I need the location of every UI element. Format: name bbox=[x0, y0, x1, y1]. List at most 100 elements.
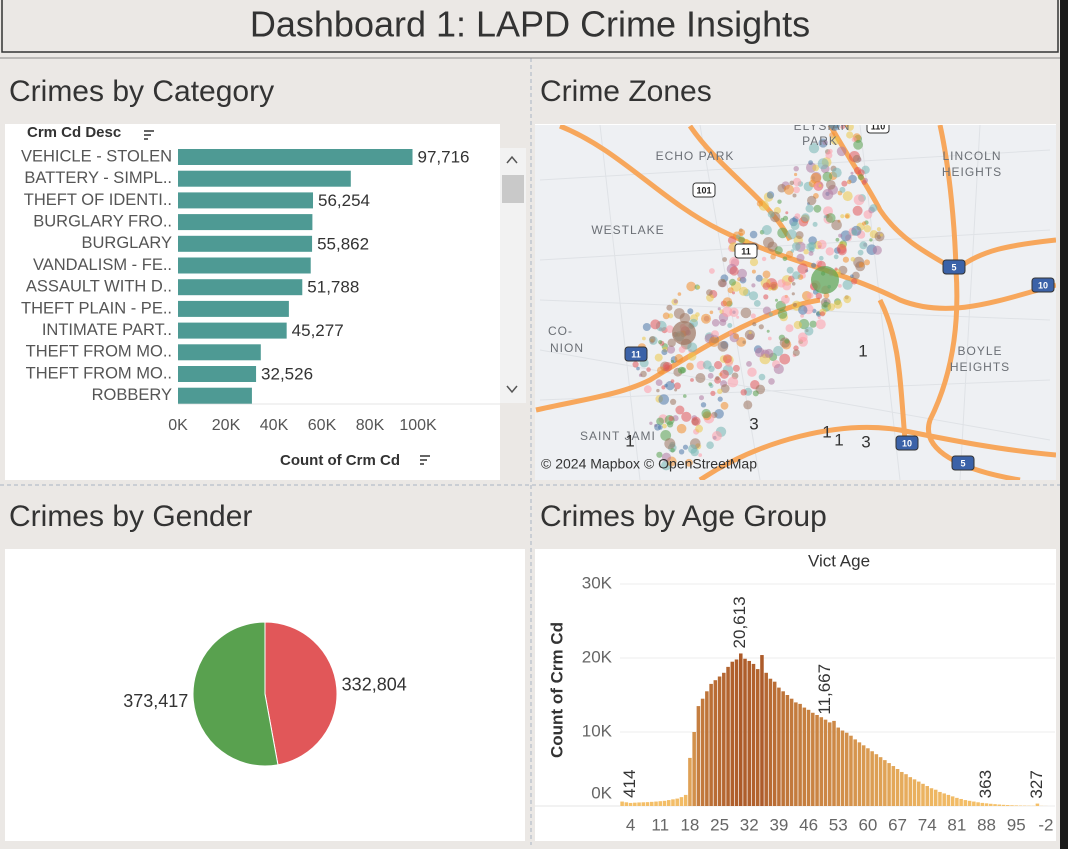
bar bbox=[849, 735, 853, 806]
map-point bbox=[728, 331, 734, 336]
bar bbox=[857, 742, 862, 806]
panel-title: Crimes by Gender bbox=[9, 500, 252, 533]
map-point bbox=[686, 362, 694, 371]
x-tick-label: 60 bbox=[858, 815, 877, 834]
map-point bbox=[777, 279, 786, 288]
scroll-thumb[interactable] bbox=[502, 175, 524, 203]
x-tick-label: 67 bbox=[888, 815, 907, 834]
map-point bbox=[857, 249, 864, 256]
map-point bbox=[793, 320, 802, 330]
y-tick-label: THEFT FROM MO.. bbox=[26, 343, 172, 361]
map-point bbox=[818, 184, 822, 188]
map-point bbox=[774, 246, 783, 255]
map-place-label: CO- bbox=[548, 324, 573, 338]
map-point bbox=[809, 320, 817, 328]
map-point bbox=[678, 449, 685, 455]
map-place-label: PARK bbox=[802, 134, 838, 148]
pie-slice bbox=[192, 621, 279, 767]
map-point bbox=[662, 423, 667, 429]
map-point bbox=[842, 279, 853, 290]
y-tick-label: THEFT OF IDENTI.. bbox=[24, 191, 172, 209]
map-point bbox=[748, 331, 752, 335]
x-tick-label: 40K bbox=[260, 417, 289, 434]
map-point bbox=[852, 205, 863, 216]
route-shield bbox=[734, 243, 758, 259]
map-point bbox=[676, 423, 687, 434]
map-point bbox=[779, 353, 791, 365]
bar bbox=[832, 720, 836, 806]
bar bbox=[925, 786, 929, 806]
map-point bbox=[813, 204, 822, 213]
map-point bbox=[655, 379, 663, 386]
map-point bbox=[850, 274, 854, 279]
map-point bbox=[709, 383, 714, 388]
bar bbox=[963, 800, 968, 806]
bar bbox=[980, 802, 985, 806]
map-point bbox=[805, 204, 814, 213]
bar bbox=[781, 691, 785, 806]
bar bbox=[730, 661, 735, 806]
map-point bbox=[830, 135, 840, 145]
bar bbox=[768, 678, 773, 806]
map-place-label: NION bbox=[550, 341, 584, 355]
map-point bbox=[810, 172, 822, 184]
map-point bbox=[785, 324, 794, 333]
map-point bbox=[717, 396, 723, 402]
map-point bbox=[749, 258, 759, 267]
map-point bbox=[761, 225, 772, 235]
bar bbox=[916, 781, 921, 806]
map-point bbox=[857, 174, 864, 181]
map-point bbox=[766, 329, 770, 333]
map-point bbox=[850, 171, 854, 175]
y-tick-label: VANDALISM - FE.. bbox=[33, 256, 172, 274]
map-attribution: © 2024 Mapbox © OpenStreetMap bbox=[541, 456, 757, 472]
map-point bbox=[785, 211, 789, 215]
scroll-up[interactable] bbox=[506, 155, 518, 164]
bar bbox=[755, 669, 760, 806]
map-point bbox=[758, 373, 766, 381]
map-point bbox=[851, 137, 857, 143]
data-label: 332,804 bbox=[342, 675, 407, 695]
map-point bbox=[744, 238, 750, 244]
map-place-label: LINCOLN bbox=[942, 149, 1001, 163]
map-point bbox=[686, 281, 696, 292]
map-point bbox=[768, 286, 772, 291]
data-label: 373,417 bbox=[123, 691, 188, 711]
map-point bbox=[753, 300, 761, 307]
x-tick-label: 74 bbox=[918, 815, 937, 834]
map-point bbox=[672, 321, 696, 345]
map-point bbox=[755, 274, 763, 282]
y-axis-title: Count of Crm Cd bbox=[547, 622, 566, 758]
bar bbox=[806, 709, 811, 806]
map-point bbox=[846, 131, 854, 139]
bar bbox=[739, 653, 743, 806]
map-point bbox=[721, 306, 733, 317]
map-point bbox=[879, 233, 884, 237]
bar bbox=[946, 794, 951, 806]
panel-title: Crimes by Age Group bbox=[540, 500, 827, 533]
route-shield-label: 5 bbox=[951, 262, 956, 272]
bar bbox=[654, 801, 658, 806]
bar bbox=[633, 802, 637, 806]
bar bbox=[645, 802, 650, 806]
map-point bbox=[838, 233, 843, 238]
data-label: 51,788 bbox=[307, 278, 359, 297]
map-point bbox=[687, 342, 698, 353]
map-point bbox=[717, 307, 721, 311]
bar bbox=[870, 751, 874, 806]
scroll-down[interactable] bbox=[506, 385, 518, 394]
bar bbox=[840, 730, 845, 806]
y-tick-label: BURGLARY bbox=[82, 234, 172, 252]
bar bbox=[705, 691, 709, 806]
map-point bbox=[744, 329, 756, 340]
map-point bbox=[777, 199, 782, 204]
map-point bbox=[854, 166, 862, 175]
bar bbox=[620, 801, 624, 806]
bar bbox=[722, 672, 726, 806]
bar bbox=[178, 344, 261, 361]
bar bbox=[178, 257, 311, 274]
y-tick-label: 30K bbox=[582, 573, 613, 592]
y-tick-label: BURGLARY FRO.. bbox=[33, 212, 172, 230]
data-label: 97,716 bbox=[418, 147, 470, 166]
